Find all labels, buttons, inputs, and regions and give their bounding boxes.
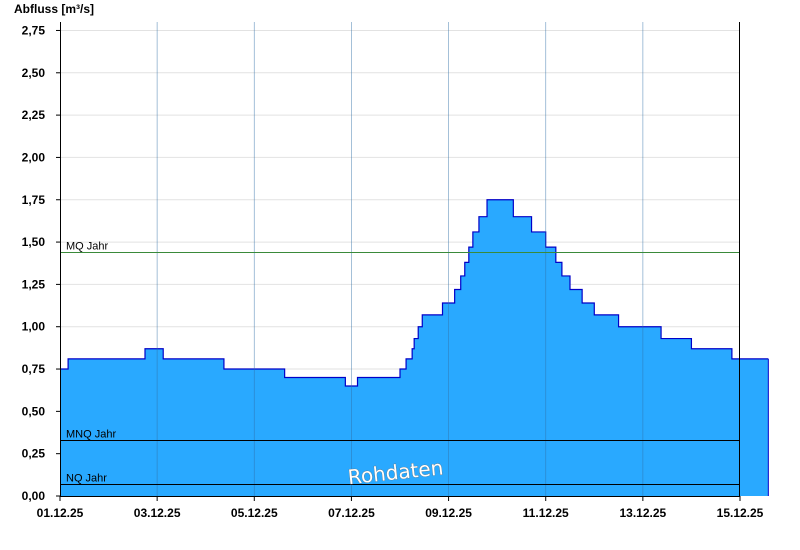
- x-tick-label: 03.12.25: [134, 506, 181, 520]
- y-tick-label: 2,25: [22, 108, 46, 122]
- y-axis-title: Abfluss [m³/s]: [14, 2, 94, 16]
- x-tick-label: 01.12.25: [37, 506, 84, 520]
- y-tick-label: 0,50: [22, 404, 46, 418]
- y-tick-label: 1,00: [22, 320, 46, 334]
- y-tick-label: 2,00: [22, 150, 46, 164]
- y-tick-labels: 0,00 0,25 0,50 0,75 1,00 1,25 1,50 1,75 2,00 2,25…: [22, 23, 60, 503]
- axes: [60, 22, 740, 497]
- x-tick-label: 07.12.25: [328, 506, 375, 520]
- discharge-area: [60, 199, 769, 496]
- y-tick-label: 0,25: [22, 447, 46, 461]
- x-tick-label: 11.12.25: [523, 506, 569, 520]
- x-tick-label: 15.12.25: [717, 506, 764, 520]
- x-tick-labels: 01.12.25 03.12.25 05.12.25 07.12.25 09.12.25…: [37, 496, 764, 520]
- y-tick-label: 1,25: [22, 277, 46, 291]
- y-tick-label: 1,75: [22, 193, 46, 207]
- reference-line-label: MNQ Jahr: [66, 429, 116, 441]
- vertical-day-lines: [156, 22, 644, 496]
- reference-line-label: MQ Jahr: [66, 241, 109, 253]
- x-tick-label: 09.12.25: [425, 506, 472, 520]
- y-tick-label: 0,75: [22, 362, 46, 376]
- x-tick-label: 13.12.25: [619, 506, 666, 520]
- y-tick-label: 2,50: [22, 66, 46, 80]
- y-tick-label: 0,00: [22, 489, 46, 503]
- y-tick-label: 1,50: [22, 235, 46, 249]
- discharge-line: [60, 199, 769, 387]
- y-tick-label: 2,75: [22, 23, 46, 37]
- reference-lines: MQ Jahr MNQ Jahr NQ Jahr: [60, 241, 740, 485]
- reference-line-label: NQ Jahr: [66, 473, 107, 485]
- x-tick-label: 05.12.25: [231, 506, 278, 520]
